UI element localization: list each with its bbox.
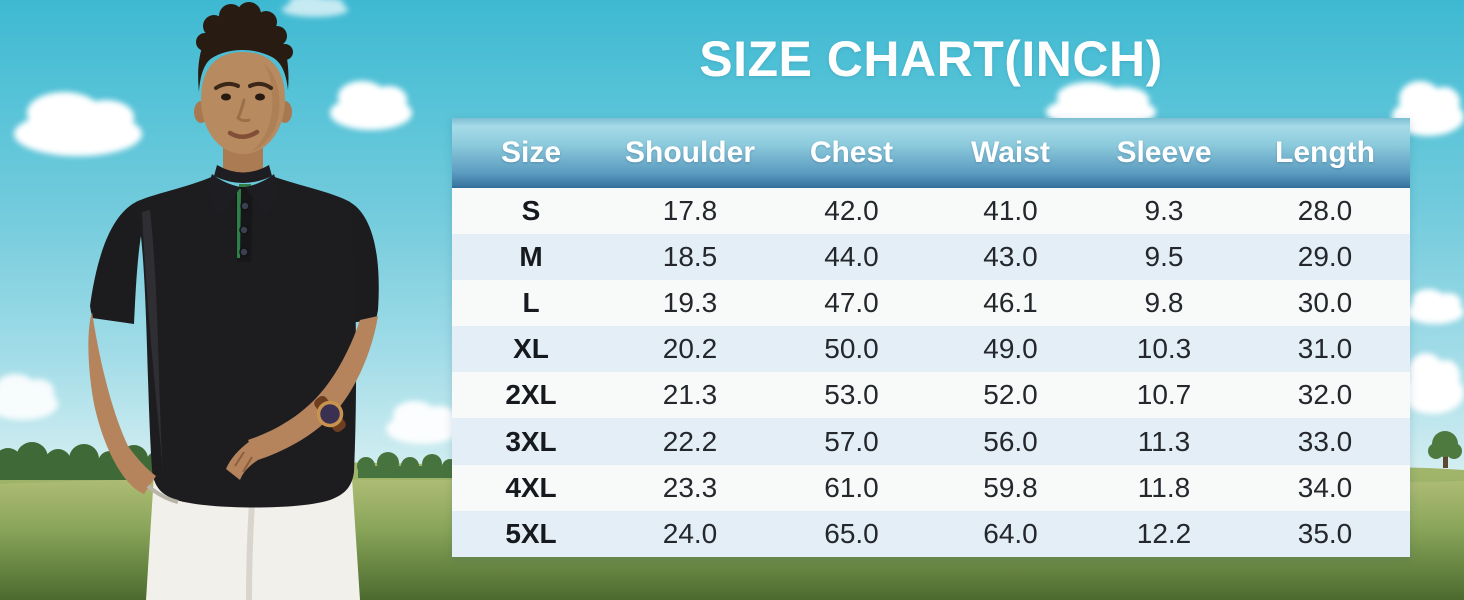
size-label: 3XL <box>505 425 557 457</box>
measurement-value: 57.0 <box>824 425 879 457</box>
size-label: 2XL <box>505 379 557 411</box>
measurement-value: 61.0 <box>824 471 879 503</box>
measurement-value: 12.2 <box>1136 517 1192 549</box>
table-row-xl: XL 20.2 50.0 49.0 10.3 31.0 <box>452 326 1410 373</box>
finger-lines <box>234 451 253 473</box>
size-label: XL <box>513 333 549 365</box>
size-chart-table: Size Shoulder Chest Waist Sleeve Length S 17.8… <box>452 118 1410 557</box>
cloud <box>14 92 142 156</box>
measurement-value: 19.3 <box>662 287 718 319</box>
table-header-row: Size Shoulder Chest Waist Sleeve Length <box>452 118 1410 188</box>
column-header-sleeve: Sleeve <box>1116 136 1212 169</box>
measurement-value: 59.8 <box>983 471 1038 503</box>
measurement-value: 32.0 <box>1297 379 1353 411</box>
column-header-length: Length <box>1275 136 1375 169</box>
measurement-value: 56.0 <box>983 425 1038 457</box>
measurement-value: 21.3 <box>662 379 718 411</box>
measurement-value: 44.0 <box>824 241 879 273</box>
wrist-watch <box>314 395 346 433</box>
size-label: 4XL <box>505 471 557 503</box>
measurement-value: 50.0 <box>824 333 879 365</box>
measurement-value: 20.2 <box>662 333 718 365</box>
column-header-chest: Chest <box>809 136 894 169</box>
left-forearm <box>248 316 378 460</box>
button <box>239 247 249 257</box>
measurement-value: 43.0 <box>983 241 1038 273</box>
hair <box>196 2 293 92</box>
measurement-value: 33.0 <box>1297 425 1353 457</box>
table-row-m: M 18.5 44.0 43.0 9.5 29.0 <box>452 234 1410 281</box>
measurement-value: 10.7 <box>1136 379 1192 411</box>
measurement-value: 10.3 <box>1136 333 1192 365</box>
measurement-value: 34.0 <box>1297 471 1353 503</box>
measurement-value: 52.0 <box>983 379 1038 411</box>
measurement-value: 31.0 <box>1297 333 1353 365</box>
measurement-value: 23.3 <box>662 471 718 503</box>
measurement-value: 53.0 <box>824 379 879 411</box>
size-table-body: S 17.8 42.0 41.0 9.3 28.0 M 18.5 44.0 43.0 9.5 29.0… <box>452 188 1410 557</box>
table-row-5xl: 5XL 24.0 65.0 64.0 12.2 35.0 <box>452 510 1410 557</box>
size-chart-title: SIZE CHART(INCH) <box>699 31 1163 87</box>
size-label: S <box>521 195 541 227</box>
button <box>239 225 249 235</box>
measurement-value: 46.1 <box>983 287 1038 319</box>
treeline <box>357 452 458 478</box>
measurement-value: 64.0 <box>983 517 1038 549</box>
cloud <box>1406 289 1464 324</box>
right-arm-hand-in-pocket <box>88 312 156 494</box>
measurement-value: 28.0 <box>1297 195 1353 227</box>
measurement-value: 18.5 <box>662 241 718 273</box>
measurement-value: 9.5 <box>1144 241 1184 273</box>
measurement-value: 22.2 <box>662 425 718 457</box>
column-header-size: Size <box>500 136 562 169</box>
table-row-l: L 19.3 47.0 46.1 9.8 30.0 <box>452 280 1410 327</box>
measurement-value: 41.0 <box>983 195 1038 227</box>
measurement-value: 17.8 <box>662 195 718 227</box>
cloud <box>330 80 412 130</box>
table-row-3xl: 3XL 22.2 57.0 56.0 11.3 33.0 <box>452 418 1410 465</box>
cloud <box>282 0 348 17</box>
small-tree <box>1428 431 1462 468</box>
facial-features <box>214 81 273 139</box>
measurement-value: 29.0 <box>1297 241 1353 273</box>
measurement-value: 11.3 <box>1137 425 1191 457</box>
model-photo <box>88 2 379 600</box>
measurement-value: 30.0 <box>1297 287 1353 319</box>
cloud <box>386 400 460 444</box>
size-label: M <box>519 241 543 273</box>
measurement-value: 11.8 <box>1137 471 1191 503</box>
cloud <box>0 373 58 420</box>
table-row-4xl: 4XL 23.3 61.0 59.8 11.8 34.0 <box>452 464 1410 511</box>
measurement-value: 42.0 <box>824 195 879 227</box>
measurement-value: 49.0 <box>983 333 1038 365</box>
pocket-opening <box>146 484 179 504</box>
measurement-value: 35.0 <box>1297 517 1353 549</box>
cloud <box>1402 353 1464 414</box>
measurement-value: 9.3 <box>1144 195 1184 227</box>
measurement-value: 9.8 <box>1144 287 1184 319</box>
size-label: 5XL <box>505 517 557 549</box>
left-hand <box>226 441 258 480</box>
table-row-2xl: 2XL 21.3 53.0 52.0 10.7 32.0 <box>452 372 1410 419</box>
table-row-s: S 17.8 42.0 41.0 9.3 28.0 <box>452 188 1410 235</box>
measurement-value: 65.0 <box>824 517 879 549</box>
column-header-shoulder: Shoulder <box>624 136 755 169</box>
measurement-value: 24.0 <box>662 517 718 549</box>
size-label: L <box>522 287 540 319</box>
polo-collar <box>209 165 277 262</box>
face-shading <box>252 62 280 151</box>
column-header-waist: Waist <box>971 136 1050 169</box>
arms <box>88 312 378 494</box>
button <box>240 201 250 211</box>
measurement-value: 47.0 <box>824 287 879 319</box>
